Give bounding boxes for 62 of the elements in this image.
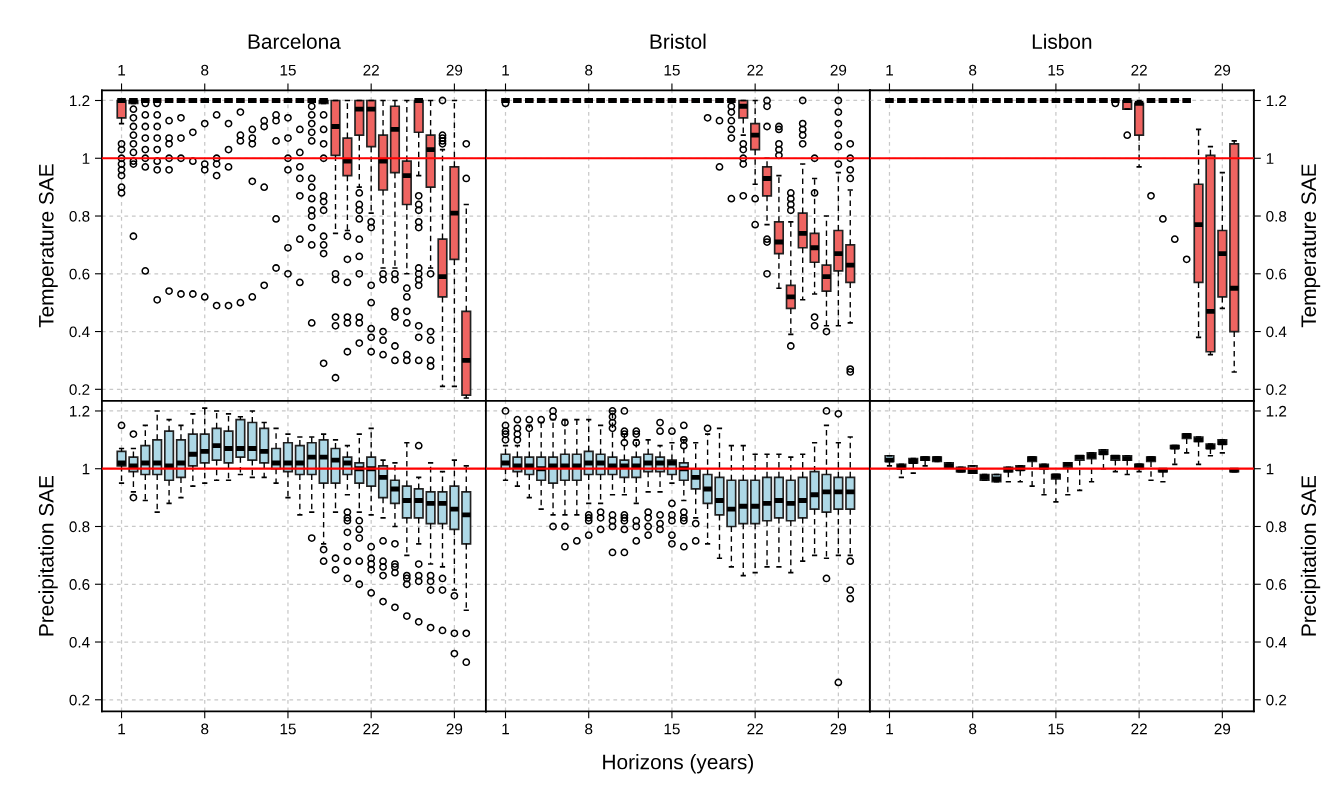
y2-axis-title: Temperature SAE xyxy=(1301,164,1321,328)
y-axis-title: Temperature SAE xyxy=(38,164,58,328)
x-tick-label: 15 xyxy=(280,64,296,76)
chart-title: Bristol xyxy=(650,33,706,49)
y-tick-label: 0.4 xyxy=(69,326,90,338)
x-tick-label: 8 xyxy=(969,723,977,735)
x-tick-label: 8 xyxy=(201,723,209,735)
y2-tick-label: 0.2 xyxy=(1266,384,1287,395)
x-tick-label: 1 xyxy=(118,723,126,735)
y2-tick-label: 0.2 xyxy=(1266,694,1287,706)
x-tick-label: 15 xyxy=(664,723,680,735)
x-tick-label: 15 xyxy=(280,723,296,735)
y-tick-label: 1.2 xyxy=(70,405,90,417)
x-tick-label: 15 xyxy=(1048,723,1064,735)
x-tick-label: 15 xyxy=(664,64,680,76)
y2-axis-title: Precipitation SAE xyxy=(1300,475,1321,636)
y2-tick-label: 0.4 xyxy=(1266,636,1287,648)
y-tick-label: 1.2 xyxy=(70,95,90,107)
x-tick-label: 22 xyxy=(1131,723,1147,735)
x-tick-label: 29 xyxy=(1214,64,1231,76)
y-tick-label: 0.8 xyxy=(69,521,90,533)
y2-tick-label: 0.4 xyxy=(1266,326,1287,338)
x-tick-label: 1 xyxy=(118,64,126,76)
y2-tick-label: 0.8 xyxy=(1266,521,1287,533)
y-axis-title: Precipitation SAE xyxy=(38,475,58,636)
x-tick-label: 8 xyxy=(201,64,209,76)
y2-tick-label: 0.6 xyxy=(1266,268,1287,280)
y2-tick-label: 1 xyxy=(1266,463,1274,475)
x-tick-label: 8 xyxy=(585,64,593,76)
x-tick-label: 15 xyxy=(1048,64,1064,76)
x-tick-label: 29 xyxy=(830,723,847,735)
y-tick-label: 0.2 xyxy=(69,384,90,395)
x-tick-label: 29 xyxy=(446,723,463,735)
x-tick-label: 8 xyxy=(969,64,977,76)
x-axis-title: Horizons (years) xyxy=(603,754,753,774)
y2-tick-label: 1 xyxy=(1266,153,1274,164)
x-tick-label: 1 xyxy=(502,64,510,76)
x-tick-label: 1 xyxy=(886,64,893,76)
x-tick-label: 29 xyxy=(830,64,847,76)
y-tick-label: 1 xyxy=(82,463,90,475)
x-tick-label: 22 xyxy=(363,64,379,76)
y-tick-label: 1 xyxy=(82,153,90,164)
x-tick-label: 29 xyxy=(1214,723,1231,735)
y2-tick-label: 0.6 xyxy=(1266,579,1287,590)
x-tick-label: 22 xyxy=(747,723,763,735)
y2-tick-label: 1.2 xyxy=(1266,405,1287,417)
x-tick-label: 22 xyxy=(363,723,379,735)
x-tick-label: 1 xyxy=(502,723,510,735)
y-tick-label: 0.4 xyxy=(69,636,90,648)
chart-title: Lisbon xyxy=(1032,33,1092,49)
chart-title: Barcelona xyxy=(248,33,341,49)
y2-tick-label: 0.8 xyxy=(1266,210,1287,222)
x-tick-label: 22 xyxy=(1131,64,1147,76)
x-tick-label: 29 xyxy=(446,64,463,76)
y-tick-label: 0.6 xyxy=(69,579,90,590)
y-tick-label: 0.8 xyxy=(69,210,90,222)
x-tick-label: 1 xyxy=(886,723,893,735)
y-tick-label: 0.6 xyxy=(69,268,90,280)
x-tick-label: 22 xyxy=(747,64,763,76)
y-tick-label: 0.2 xyxy=(69,694,90,706)
x-tick-label: 8 xyxy=(585,723,593,735)
y2-tick-label: 1.2 xyxy=(1266,95,1287,107)
